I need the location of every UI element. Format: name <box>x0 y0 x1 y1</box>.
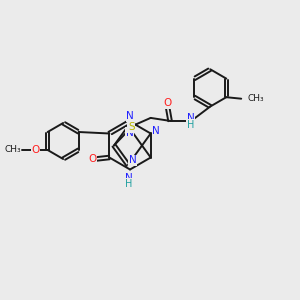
Text: CH₃: CH₃ <box>4 146 21 154</box>
Text: N: N <box>126 128 134 138</box>
Text: N: N <box>152 126 160 136</box>
Text: O: O <box>88 154 96 164</box>
Text: O: O <box>164 98 172 108</box>
Text: S: S <box>128 122 135 132</box>
Text: N: N <box>126 111 134 121</box>
Text: N: N <box>125 172 132 183</box>
Text: CH₃: CH₃ <box>248 94 264 103</box>
Text: H: H <box>187 120 194 130</box>
Text: N: N <box>187 113 194 123</box>
Text: N: N <box>129 155 136 165</box>
Text: O: O <box>32 145 40 155</box>
Text: H: H <box>125 179 132 189</box>
